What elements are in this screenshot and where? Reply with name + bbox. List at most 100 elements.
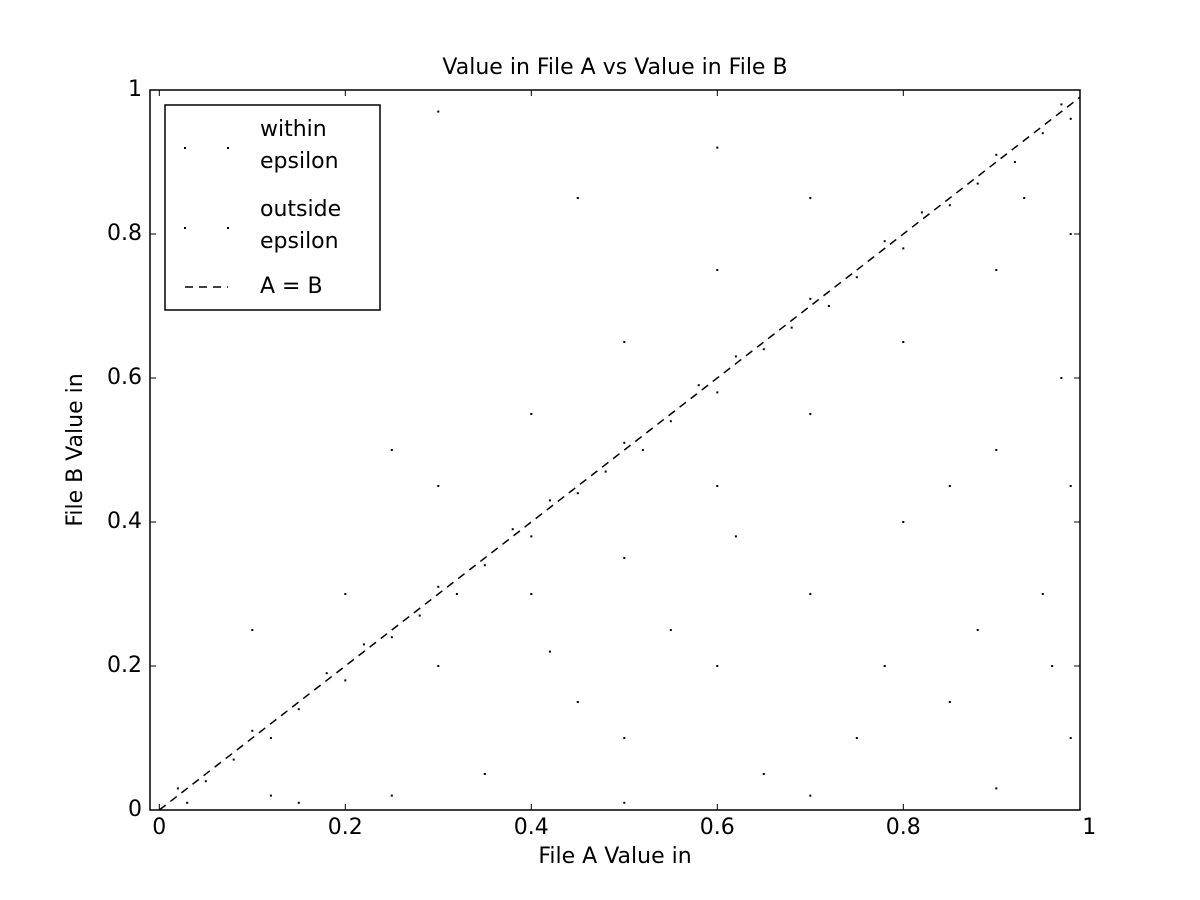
point xyxy=(948,485,951,487)
point xyxy=(762,348,765,351)
point xyxy=(1069,485,1072,487)
x-tick-label: 0.4 xyxy=(514,815,549,840)
point xyxy=(344,679,347,682)
point xyxy=(604,470,607,473)
point xyxy=(623,441,626,444)
point xyxy=(483,773,486,775)
point xyxy=(1041,593,1044,595)
point xyxy=(827,305,830,307)
point xyxy=(716,146,719,149)
point xyxy=(995,269,998,271)
x-tick-label: 0.6 xyxy=(700,815,735,840)
point xyxy=(186,801,189,804)
point xyxy=(716,269,719,271)
point xyxy=(418,614,421,617)
point xyxy=(1013,161,1016,163)
y-axis-label: File B Value in xyxy=(63,373,88,526)
point xyxy=(1060,103,1063,106)
point xyxy=(344,593,347,595)
point xyxy=(576,492,579,495)
point xyxy=(297,801,300,804)
legend-label: A = B xyxy=(260,274,323,299)
point xyxy=(920,211,923,214)
point xyxy=(976,629,979,631)
point xyxy=(995,787,998,790)
point xyxy=(325,672,328,675)
point xyxy=(1069,737,1072,739)
point xyxy=(530,413,533,415)
point xyxy=(902,341,905,343)
point xyxy=(269,737,272,739)
point xyxy=(623,737,626,739)
point xyxy=(948,701,951,703)
legend-marker xyxy=(227,147,229,149)
x-tick-label: 1 xyxy=(1082,815,1096,840)
point xyxy=(734,355,737,358)
point xyxy=(734,535,737,538)
point xyxy=(855,737,858,739)
y-tick-label: 0.4 xyxy=(107,509,142,534)
x-axis-label: File A Value in xyxy=(538,844,691,869)
point xyxy=(995,449,998,451)
point xyxy=(390,794,393,797)
axes-frame xyxy=(149,89,1081,811)
point xyxy=(530,593,533,595)
point xyxy=(251,729,254,732)
point xyxy=(390,449,393,451)
point xyxy=(809,794,812,797)
point xyxy=(437,585,440,588)
y-tick-label: 0 xyxy=(128,797,142,822)
point xyxy=(390,636,393,639)
x-tick-label: 0 xyxy=(152,815,166,840)
point xyxy=(576,197,579,199)
point xyxy=(548,499,551,502)
point xyxy=(623,557,626,559)
point xyxy=(669,420,672,423)
y-tick-label: 0.6 xyxy=(107,365,142,390)
point xyxy=(809,413,812,415)
point xyxy=(437,665,440,667)
y-tick-label: 1 xyxy=(128,77,142,102)
point xyxy=(948,204,951,207)
point xyxy=(176,787,179,790)
point xyxy=(809,593,812,595)
x-tick-label: 0.8 xyxy=(886,815,921,840)
point xyxy=(902,521,905,523)
legend-label: within epsilon xyxy=(260,117,339,174)
point xyxy=(1051,665,1054,667)
chart-title: Value in File A vs Value in File B xyxy=(442,55,787,80)
point xyxy=(902,247,905,250)
point xyxy=(762,773,765,775)
point xyxy=(623,341,626,343)
point xyxy=(809,197,812,199)
legend-marker xyxy=(227,227,229,229)
point xyxy=(483,564,486,567)
reference-line xyxy=(158,96,1080,810)
point xyxy=(716,485,719,487)
point xyxy=(697,384,700,387)
point xyxy=(1069,117,1072,120)
legend-marker xyxy=(184,227,186,229)
point xyxy=(809,297,812,300)
point xyxy=(232,758,235,761)
point xyxy=(204,780,207,783)
point xyxy=(437,485,440,487)
point xyxy=(883,665,886,667)
point xyxy=(548,650,551,653)
point xyxy=(362,643,365,646)
y-tick-label: 0.2 xyxy=(107,653,142,678)
point xyxy=(455,593,458,595)
point xyxy=(883,240,886,243)
point xyxy=(716,391,719,394)
point xyxy=(530,535,533,538)
point xyxy=(641,449,644,451)
legend: within epsilon outside epsilon A = B xyxy=(164,104,381,311)
point xyxy=(669,629,672,631)
point xyxy=(855,276,858,279)
point xyxy=(995,153,998,156)
point xyxy=(251,629,254,631)
x-tick-label: 0.2 xyxy=(328,815,363,840)
point xyxy=(716,665,719,667)
point xyxy=(576,701,579,703)
